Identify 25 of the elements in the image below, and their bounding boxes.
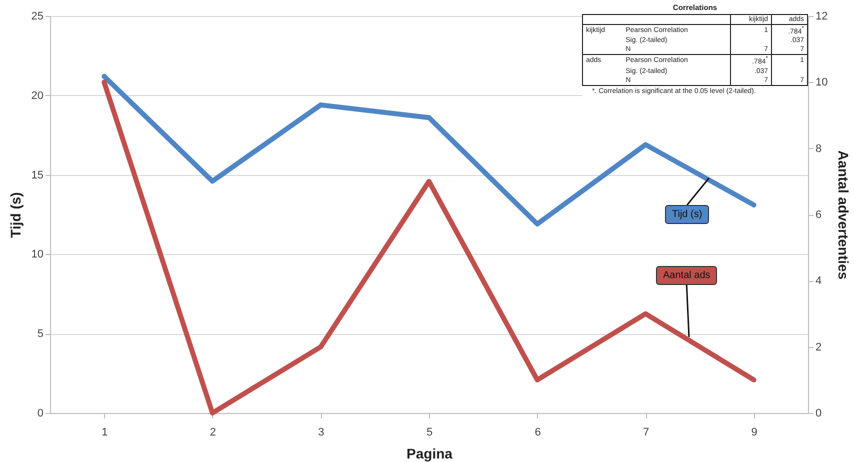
y-tick-label: 15 (31, 169, 44, 182)
x-tick-label: 1 (102, 426, 108, 438)
y-tick-label: 20 (31, 90, 44, 102)
y2-tick-label: 6 (816, 209, 822, 221)
y2-tick-label: 4 (816, 275, 822, 288)
x-tick-label: 5 (426, 426, 433, 438)
y-tick-label: 5 (37, 328, 44, 340)
x-tick-label: 9 (751, 426, 758, 438)
x-tick-label: 2 (210, 426, 216, 438)
y-tick-label: 10 (31, 248, 44, 261)
x-tick-label: 7 (643, 426, 650, 438)
y-axis-title: Tijd (s) (7, 192, 24, 238)
y2-axis-title: Aantal advertenties (836, 150, 852, 280)
y2-tick-label: 0 (816, 408, 822, 420)
y2-tick-label: 10 (816, 76, 828, 89)
text: Aantal ads (656, 266, 718, 285)
text: Tijd (s) (665, 205, 710, 224)
y-tick-label: 25 (31, 10, 44, 22)
x-axis-title: Pagina (406, 446, 453, 462)
x-tick-label: 3 (318, 426, 324, 438)
y2-tick-label: 8 (816, 142, 822, 155)
y-tick-label: 0 (37, 408, 44, 420)
x-tick-label: 6 (534, 426, 541, 438)
y2-tick-label: 2 (816, 341, 822, 354)
y2-tick-label: 12 (816, 10, 828, 22)
